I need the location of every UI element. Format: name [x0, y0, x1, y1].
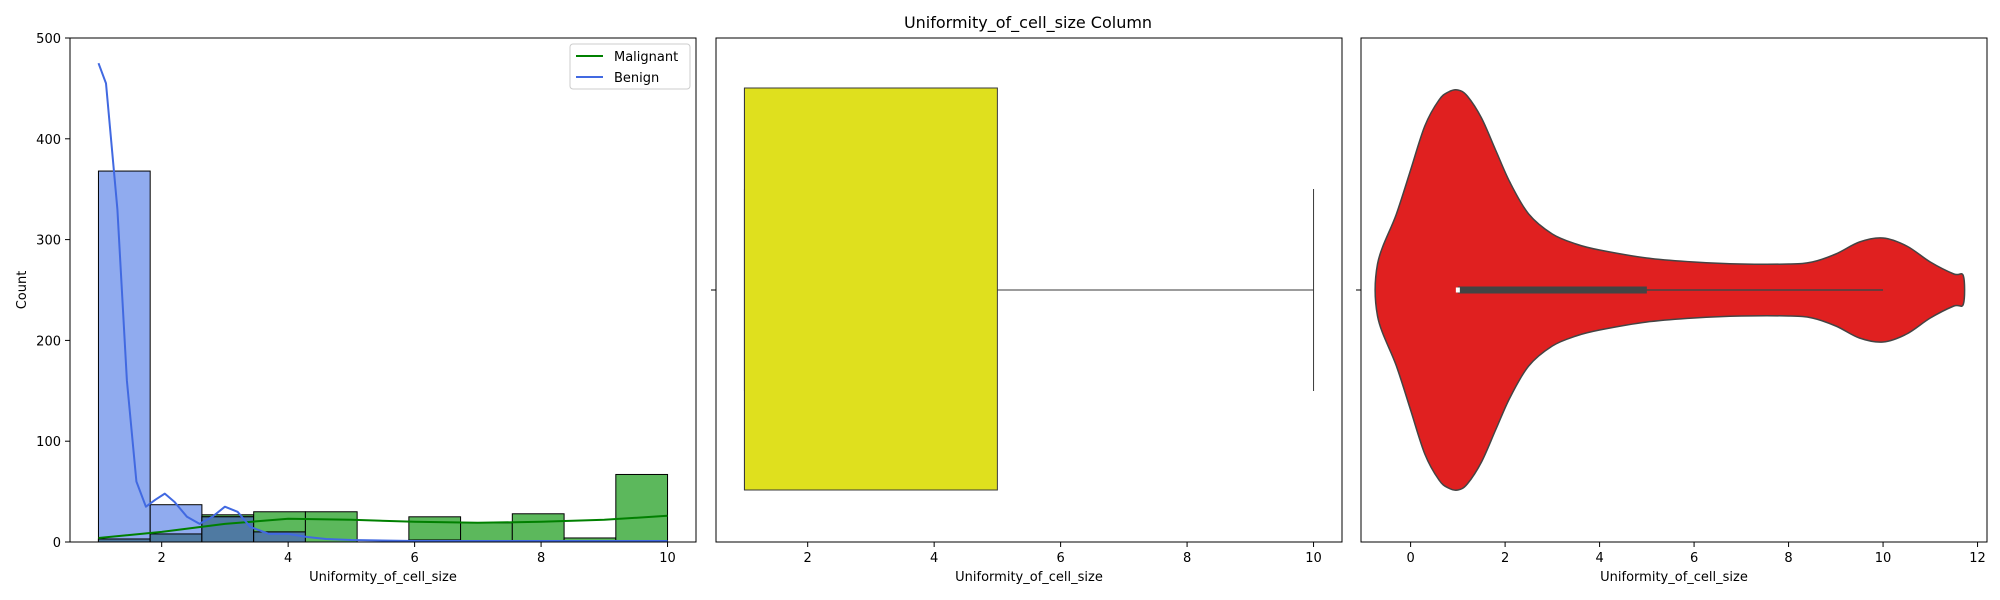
- violin-panel: 0 2 4 6 8 10 12 Uniformity_of_cell_size: [1356, 37, 1988, 585]
- violin-xlabel: Uniformity_of_cell_size: [1600, 570, 1748, 585]
- kde-line-malignant: [98, 514, 668, 539]
- boxplot-x-tick-label: 4: [930, 551, 938, 566]
- violin-x-tick-label: 10: [1875, 551, 1892, 566]
- histogram-ylabel: Count: [15, 271, 30, 310]
- violin-x-tick-label: 8: [1784, 551, 1792, 566]
- boxplot-x-tick-label: 6: [1056, 551, 1064, 566]
- histogram-x-tick-label: 4: [284, 551, 292, 566]
- figure-title: Uniformity_of_cell_size Column: [904, 13, 1152, 33]
- boxplot-x-tick-label: 10: [1305, 551, 1322, 566]
- histogram-y-tick-label: 500: [36, 32, 61, 47]
- kde-line-benign: [97, 62, 668, 542]
- histogram-y-tick-label: 0: [53, 536, 61, 551]
- boxplot-marks: [743, 87, 1315, 491]
- legend-label-benign: Benign: [614, 71, 659, 86]
- overlap-bar: [149, 533, 203, 543]
- histogram-x-tick-label: 10: [659, 551, 676, 566]
- violin-x-tick-label: 6: [1690, 551, 1698, 566]
- boxplot-x-tick-label: 2: [804, 551, 812, 566]
- malignant-bar: [615, 473, 669, 543]
- malignant-bar: [408, 516, 462, 543]
- histogram-frame: [69, 37, 697, 543]
- histogram-y-tick-label: 100: [36, 435, 61, 450]
- violin-x-tick-label: 4: [1595, 551, 1603, 566]
- violin-x-tick-label: 2: [1501, 551, 1509, 566]
- violin-x-tick-label: 0: [1406, 551, 1414, 566]
- histogram-y-tick-label: 300: [36, 234, 61, 249]
- boxplot-panel: 2 4 6 8 10 Uniformity_of_cell_size: [711, 37, 1343, 585]
- benign-bar: [97, 170, 151, 543]
- boxplot-x-tick-label: 8: [1183, 551, 1191, 566]
- histogram-y-tick-label: 400: [36, 133, 61, 148]
- histogram-bars: [97, 170, 669, 543]
- legend: Malignant Benign: [569, 43, 691, 90]
- malignant-bar: [460, 522, 513, 543]
- kde-lines: [97, 62, 668, 542]
- histogram-x-tick-label: 6: [410, 551, 418, 566]
- violin-ticks: 0 2 4 6 8 10 12: [1406, 542, 1986, 566]
- violin-marks: [1374, 89, 1966, 491]
- histogram-y-tick-label: 200: [36, 334, 61, 349]
- box-iqr: [743, 87, 998, 491]
- boxplot-xlabel: Uniformity_of_cell_size: [955, 570, 1103, 585]
- histogram-x-tick-label: 8: [537, 551, 545, 566]
- histogram-x-tick-label: 2: [158, 551, 166, 566]
- boxplot-ticks: 2 4 6 8 10: [804, 542, 1322, 566]
- violin-iqr-bar: [1457, 286, 1647, 294]
- violin-median-marker: [1455, 287, 1460, 293]
- malignant-bar: [511, 513, 565, 543]
- violin-x-tick-label: 12: [1969, 551, 1986, 566]
- histogram-xlabel: Uniformity_of_cell_size: [309, 570, 457, 585]
- legend-label-malignant: Malignant: [614, 50, 678, 65]
